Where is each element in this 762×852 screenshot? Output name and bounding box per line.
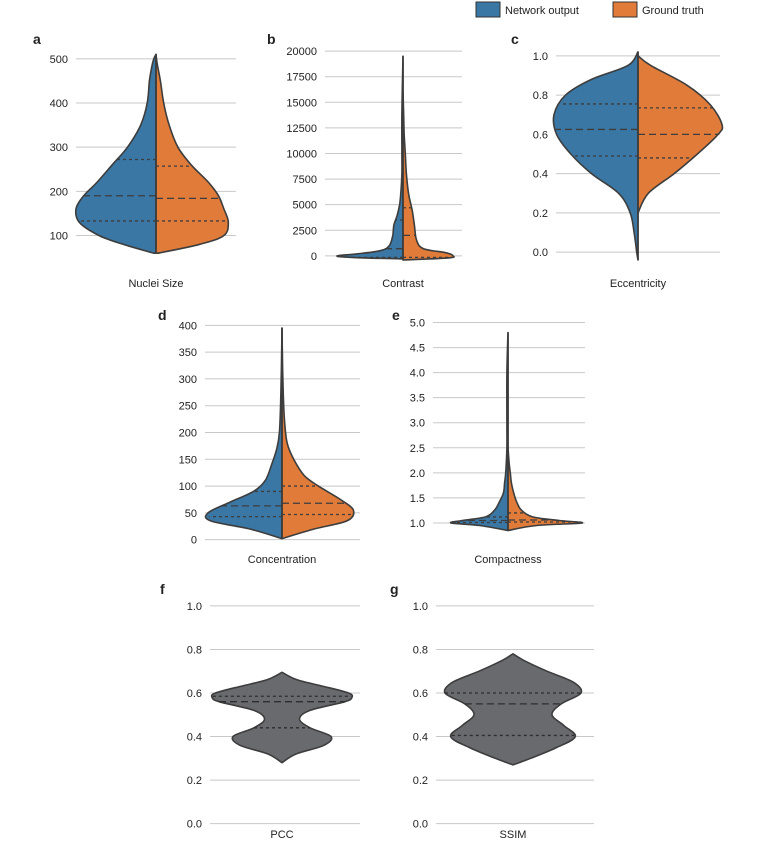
y-tick-label: 100 [179,481,197,493]
y-tick-label: 0.6 [187,688,202,700]
legend-label: Ground truth [642,5,704,17]
legend-swatch [612,1,638,18]
y-tick-label: 50 [185,508,197,520]
violin-half-network-output [204,327,283,540]
y-tick-label: 1.5 [410,493,425,505]
y-tick-label: 2.0 [410,468,425,480]
y-tick-label: 0.4 [187,732,202,744]
y-tick-label: 400 [50,98,68,110]
panel-a: a 100 200 300 400 500 Nuclei Size [33,31,236,290]
y-tick-label: 1.0 [533,51,548,63]
y-tick-label: 0.6 [533,129,548,141]
x-category-label: Contrast [382,278,424,290]
panel-letter-e: e [392,307,400,323]
violin-half-ground-truth [155,53,230,254]
panel-g: g 0.0 0.2 0.4 0.6 0.8 1.0 SSIM [390,581,594,841]
y-tick-label: 4.5 [410,343,425,355]
y-tick-label: 0.6 [413,688,428,700]
y-tick-label: 0.4 [413,732,428,744]
x-category-label: Eccentricity [610,278,667,290]
panel-letter-c: c [511,31,519,47]
x-category-label: SSIM [500,829,527,841]
y-tick-label: 0.8 [187,644,202,656]
y-tick-label: 0.2 [413,775,428,787]
panel-letter-a: a [33,31,41,47]
y-tick-label: 0.0 [413,819,428,831]
y-tick-label: 12500 [286,123,317,135]
y-tick-label: 300 [50,142,68,154]
y-tick-label: 2.5 [410,443,425,455]
y-tick-label: 20000 [286,46,317,58]
y-tick-label: 0.2 [187,775,202,787]
violin-half-ground-truth [281,327,355,540]
panel-b: b 0 2500 5000 7500 10000 12500 15000 17500 20000 C… [267,31,462,290]
violin-half-ground-truth [637,55,724,214]
y-tick-label: 200 [179,428,197,440]
y-tick-label: 1.0 [410,518,425,530]
y-tick-label: 150 [179,454,197,466]
y-tick-label: 4.0 [410,368,425,380]
y-tick-label: 300 [179,374,197,386]
y-tick-label: 500 [50,54,68,66]
y-tick-label: 2500 [293,225,317,237]
violin-half-ground-truth [507,447,584,532]
y-tick-label: 5.0 [410,318,425,330]
y-tick-label: 10000 [286,148,317,160]
panel-letter-f: f [160,581,165,597]
y-tick-label: 1.0 [187,601,202,613]
legend: Network output Ground truth [475,1,704,18]
legend-swatch [475,1,501,18]
y-tick-label: 15000 [286,97,317,109]
panel-f: f 0.0 0.2 0.4 0.6 0.8 1.0 PCC [160,581,360,841]
x-category-label: Compactness [474,554,542,566]
violin-body [210,671,354,764]
x-category-label: Concentration [248,554,317,566]
legend-label: Network output [505,5,579,17]
y-tick-label: 0 [191,535,197,547]
y-tick-label: 100 [50,231,68,243]
panel-letter-b: b [267,31,276,47]
y-tick-label: 0.8 [533,90,548,102]
y-tick-label: 0.2 [533,208,548,220]
y-tick-label: 17500 [286,72,317,84]
y-tick-label: 3.5 [410,393,425,405]
y-tick-label: 5000 [293,200,317,212]
y-tick-label: 0 [311,251,317,263]
violin-half-ground-truth [402,91,455,261]
y-tick-label: 400 [179,320,197,332]
panel-e: e 1.0 1.5 2.0 2.5 3.0 3.5 4.0 4.5 5.0 Compactness [392,307,585,566]
y-tick-label: 350 [179,347,197,359]
panel-d: d 0 50 100 150 200 250 300 350 400 Concentration [158,307,360,566]
y-tick-label: 0.8 [413,644,428,656]
y-tick-label: 0.0 [187,819,202,831]
y-tick-label: 3.0 [410,418,425,430]
y-tick-label: 7500 [293,174,317,186]
y-tick-label: 200 [50,186,68,198]
violin-half-network-output [336,55,404,260]
panel-letter-g: g [390,581,399,597]
x-category-label: Nuclei Size [128,278,183,290]
y-tick-label: 1.0 [413,601,428,613]
violin-half-network-output [449,331,509,532]
y-tick-label: 250 [179,401,197,413]
violin-half-network-output [74,53,157,254]
y-tick-label: 0.0 [533,247,548,259]
panel-c: c 0.0 0.2 0.4 0.6 0.8 1.0 Eccentricity [511,31,724,290]
violin-body [443,653,583,766]
y-tick-label: 0.4 [533,169,548,181]
panel-letter-d: d [158,307,167,323]
x-category-label: PCC [270,829,293,841]
